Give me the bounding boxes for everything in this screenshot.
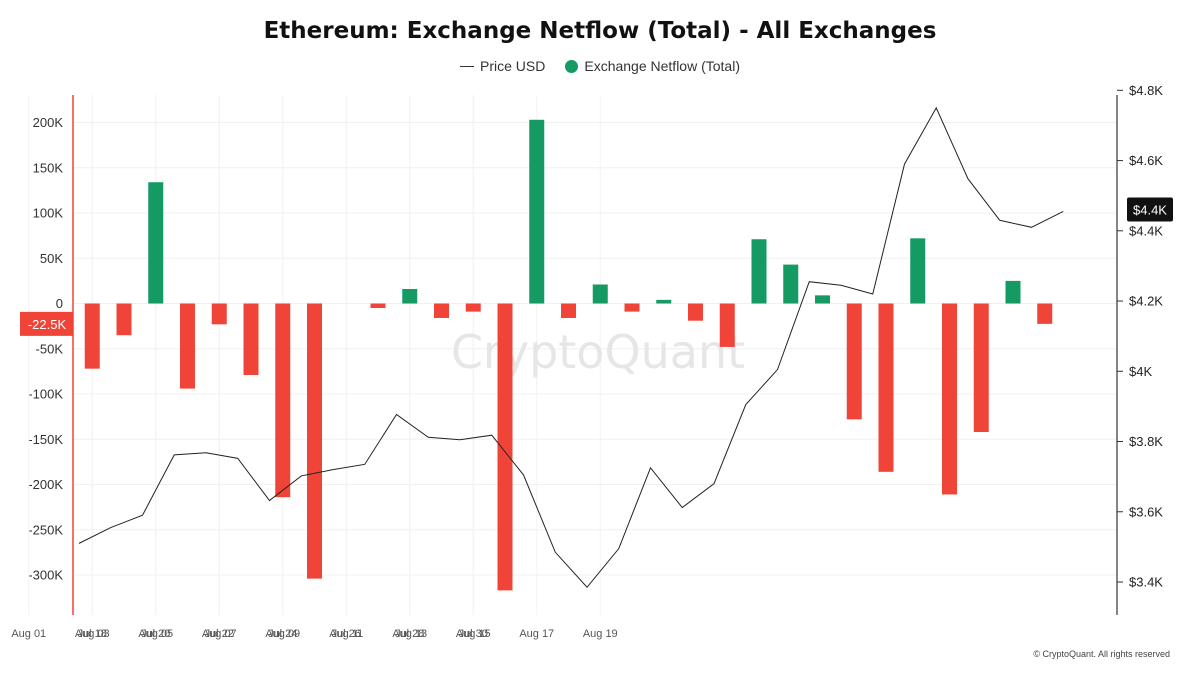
chart-title: Ethereum: Exchange Netflow (Total) - All…	[263, 18, 937, 44]
x-axis-tick-label: Jul 22	[205, 628, 234, 640]
netflow-bar	[243, 303, 259, 375]
x-axis-tick-label: Jul 28	[395, 628, 424, 640]
left-axis-tick-label: -200K	[28, 477, 63, 492]
netflow-bar	[307, 303, 322, 579]
left-axis-tick-label: -250K	[28, 522, 63, 537]
x-axis-tick-label: Jul 20	[141, 628, 170, 640]
x-axis-tick-label: Jul 24	[268, 628, 297, 640]
legend-dot-swatch	[565, 59, 579, 73]
netflow-bar	[878, 303, 894, 472]
copyright-footer: © CryptoQuant. All rights reserved	[1033, 649, 1170, 659]
right-axis-tick-label: $4.6K	[1129, 153, 1163, 168]
right-axis-tick-label: $3.6K	[1129, 504, 1163, 519]
price-line	[78, 106, 1064, 589]
left-axis-tick-label: -50K	[36, 341, 64, 356]
right-axis-tick-label: $3.8K	[1129, 434, 1163, 449]
netflow-last-value-label: -22.5K	[28, 317, 67, 332]
netflow-bar	[688, 303, 703, 321]
netflow-bar	[529, 119, 545, 304]
x-axis-tick-label: Aug 09	[265, 628, 300, 640]
netflow-bar	[434, 303, 449, 318]
left-axis-tick-label: 150K	[33, 160, 64, 175]
netflow-bar	[275, 303, 291, 498]
netflow-bar	[592, 284, 608, 304]
left-axis-tick-label: 50K	[40, 251, 63, 266]
netflow-bar	[116, 303, 132, 336]
x-axis-tick-label: Aug 13	[392, 628, 427, 640]
netflow-bar	[402, 289, 418, 304]
x-axis-tick-label: Aug 07	[202, 628, 237, 640]
x-axis-tick-label: Aug 05	[138, 628, 173, 640]
right-axis-tick-label: $4.8K	[1129, 83, 1163, 98]
left-axis-tick-label: 200K	[33, 115, 64, 130]
x-axis-tick-label: Aug 11	[329, 628, 363, 640]
netflow-bar	[942, 303, 957, 495]
left-axis-tick-label: -100K	[28, 387, 63, 402]
legend-label-price: Price USD	[480, 58, 546, 74]
netflow-bar	[783, 264, 799, 304]
netflow-bar	[910, 238, 926, 304]
x-axis-tick-label: Aug 19	[583, 628, 618, 640]
netflow-bar	[497, 303, 513, 591]
price-last-value-label: $4.4K	[1133, 202, 1167, 217]
netflow-bar	[656, 299, 672, 304]
price-last-value-badge	[1127, 197, 1173, 222]
chart-legend: Price USD Exchange Netflow (Total)	[0, 58, 1200, 74]
netflow-bar	[148, 182, 164, 304]
left-axis-tick-label: 100K	[33, 206, 64, 221]
netflow-bar	[561, 303, 576, 318]
left-axis-tick-label: -300K	[28, 568, 63, 583]
netflow-last-value-badge	[20, 311, 73, 336]
legend-item-price[interactable]: Price USD	[460, 58, 545, 74]
x-axis-tick-label: Aug 03	[75, 628, 110, 640]
netflow-bar	[624, 303, 640, 312]
legend-item-netflow[interactable]: Exchange Netflow (Total)	[565, 58, 740, 74]
legend-line-swatch	[460, 65, 474, 67]
x-axis-tick-label: Jul 30	[459, 628, 488, 640]
right-axis-tick-label: $4K	[1129, 364, 1152, 379]
netflow-bar	[370, 303, 386, 309]
netflow-bar	[973, 303, 989, 433]
netflow-bar	[719, 303, 735, 347]
legend-label-netflow: Exchange Netflow (Total)	[584, 58, 740, 74]
right-axis-tick-label: $4.4K	[1129, 223, 1163, 238]
netflow-bar	[84, 303, 100, 369]
watermark-text: CryptoQuant	[451, 325, 745, 379]
netflow-bar	[846, 303, 862, 420]
x-axis-tick-label: Jul 26	[332, 628, 361, 640]
netflow-bar	[211, 303, 227, 325]
x-axis-tick-label: Aug 15	[456, 628, 491, 640]
left-axis-tick-label: -150K	[28, 432, 63, 447]
x-axis-tick-label: Jul 18	[78, 628, 107, 640]
netflow-bar	[465, 303, 481, 312]
netflow-bar	[180, 303, 195, 389]
netflow-bar	[1037, 303, 1053, 324]
right-axis-tick-label: $4.2K	[1129, 294, 1163, 309]
netflow-bar	[751, 239, 767, 304]
right-axis-tick-label: $3.4K	[1129, 575, 1163, 590]
netflow-bar	[815, 295, 830, 304]
netflow-bar	[1005, 280, 1021, 304]
left-axis-tick-label: 0	[56, 296, 63, 311]
x-axis-tick-label: Aug 17	[519, 628, 554, 640]
x-axis-tick-label: Aug 01	[11, 628, 46, 640]
